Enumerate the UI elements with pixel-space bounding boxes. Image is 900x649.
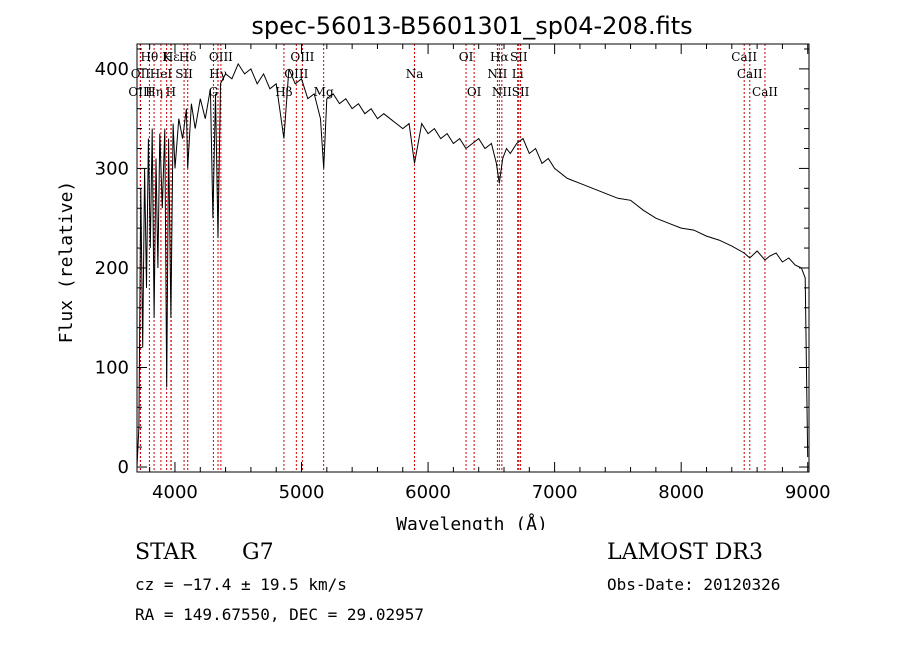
line-label-1: K xyxy=(162,50,172,64)
redshift-value: cz = −17.4 ± 19.5 km/s xyxy=(135,575,347,594)
line-label-24: OI xyxy=(467,85,482,99)
x-tick-label-3: 7000 xyxy=(532,482,578,503)
line-label-6: OI xyxy=(459,50,474,64)
y-tick-label-3: 300 xyxy=(95,158,129,179)
y-axis-label: Flux (relative) xyxy=(56,181,77,344)
y-tick-label-0: 0 xyxy=(118,457,129,478)
spectrum-chart: spec-56013-B5601301_sp04-208.fits Hθ K Hδ O… xyxy=(56,12,831,530)
line-label-18: OIII xyxy=(128,85,152,99)
line-label-19: Hη xyxy=(145,85,163,99)
line-label-11: HeI xyxy=(150,67,173,81)
line-label-28: Hε xyxy=(163,50,180,64)
x-tick-label-1: 5000 xyxy=(279,482,325,503)
line-label-21: G xyxy=(209,85,219,99)
line-label-14: OIII xyxy=(284,67,308,81)
line-label-16: Li xyxy=(512,67,524,81)
line-label-10: OII xyxy=(131,67,151,81)
line-label-15: NII xyxy=(487,67,507,81)
line-label-25: NII xyxy=(492,85,512,99)
chart-title: spec-56013-B5601301_sp04-208.fits xyxy=(251,12,692,40)
plot-frame xyxy=(136,43,810,473)
x-tick-label-2: 6000 xyxy=(405,482,451,503)
observation-date: Obs-Date: 20120326 xyxy=(607,575,781,594)
x-axis-ticks: 4000 5000 6000 7000 8000 9000 xyxy=(149,44,831,503)
line-label-20: H xyxy=(166,85,176,99)
line-label-13: Hγ xyxy=(209,67,227,81)
survey-name: LAMOST DR3 xyxy=(607,540,763,565)
x-tick-label-0: 4000 xyxy=(152,482,198,503)
y-tick-label-2: 200 xyxy=(95,258,129,279)
spectrum-series-line xyxy=(136,62,809,468)
line-label-9: CaII xyxy=(731,50,757,64)
line-label-2: Hδ xyxy=(179,50,197,64)
sky-coordinates: RA = 149.67550, DEC = 29.02957 xyxy=(135,605,424,624)
object-class: STAR xyxy=(135,540,196,565)
line-label-17: CaII xyxy=(737,67,763,81)
line-label-8: SII xyxy=(510,50,528,64)
y-axis-ticks: 0 100 200 300 400 xyxy=(95,48,809,478)
y-tick-label-1: 100 xyxy=(95,357,129,378)
x-axis-label: Wavelength (Å) xyxy=(396,513,548,530)
spectral-line-markers xyxy=(139,44,766,472)
line-label-22: Hβ xyxy=(275,85,292,99)
line-label-5: Na xyxy=(406,67,424,81)
line-label-23: Mg xyxy=(314,85,334,99)
x-tick-label-5: 9000 xyxy=(785,482,831,503)
line-label-3: OIII xyxy=(209,50,233,64)
line-label-27: CaII xyxy=(752,85,778,99)
y-tick-label-4: 400 xyxy=(95,59,129,80)
x-tick-label-4: 8000 xyxy=(658,482,704,503)
object-subclass: G7 xyxy=(242,540,274,565)
line-label-4: OIII xyxy=(290,50,314,64)
line-label-12: SII xyxy=(175,67,193,81)
line-label-26: SII xyxy=(512,85,530,99)
line-label-0: Hθ xyxy=(141,50,159,64)
line-label-7: Hα xyxy=(490,50,509,64)
